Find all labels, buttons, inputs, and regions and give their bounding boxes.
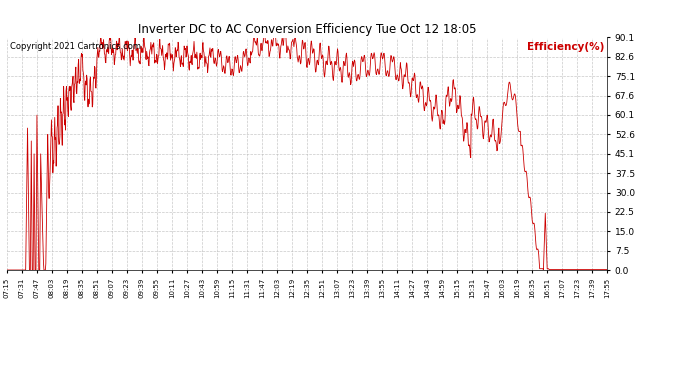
Text: Copyright 2021 Cartronics.com: Copyright 2021 Cartronics.com — [10, 42, 141, 51]
Title: Inverter DC to AC Conversion Efficiency Tue Oct 12 18:05: Inverter DC to AC Conversion Efficiency … — [138, 23, 476, 36]
Text: Efficiency(%): Efficiency(%) — [527, 42, 604, 52]
